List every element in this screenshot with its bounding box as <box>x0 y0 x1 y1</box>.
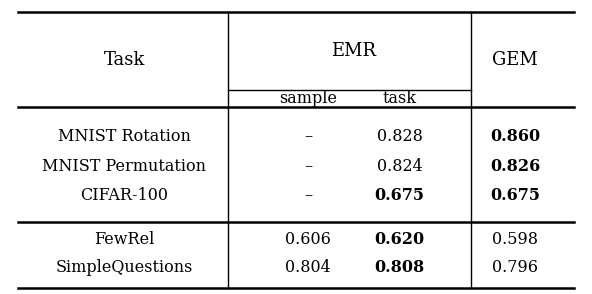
Text: MNIST Permutation: MNIST Permutation <box>42 158 207 175</box>
Text: 0.675: 0.675 <box>375 187 424 204</box>
Text: 0.824: 0.824 <box>377 158 423 175</box>
Text: sample: sample <box>279 90 337 107</box>
Text: 0.828: 0.828 <box>377 128 423 145</box>
Text: 0.606: 0.606 <box>285 231 331 248</box>
Text: FewRel: FewRel <box>94 231 155 248</box>
Text: 0.826: 0.826 <box>490 158 540 175</box>
Text: 0.860: 0.860 <box>490 128 540 145</box>
Text: 0.675: 0.675 <box>490 187 540 204</box>
Text: task: task <box>382 90 417 107</box>
Text: –: – <box>304 187 312 204</box>
Text: MNIST Rotation: MNIST Rotation <box>58 128 191 145</box>
Text: 0.796: 0.796 <box>492 259 538 276</box>
Text: EMR: EMR <box>331 42 377 60</box>
Text: Task: Task <box>104 51 145 69</box>
Text: –: – <box>304 128 312 145</box>
Text: GEM: GEM <box>492 51 538 69</box>
Text: 0.598: 0.598 <box>492 231 538 248</box>
Text: 0.808: 0.808 <box>375 259 424 276</box>
Text: –: – <box>304 158 312 175</box>
Text: SimpleQuestions: SimpleQuestions <box>56 259 193 276</box>
Text: 0.620: 0.620 <box>375 231 424 248</box>
Text: CIFAR-100: CIFAR-100 <box>81 187 168 204</box>
Text: 0.804: 0.804 <box>285 259 331 276</box>
